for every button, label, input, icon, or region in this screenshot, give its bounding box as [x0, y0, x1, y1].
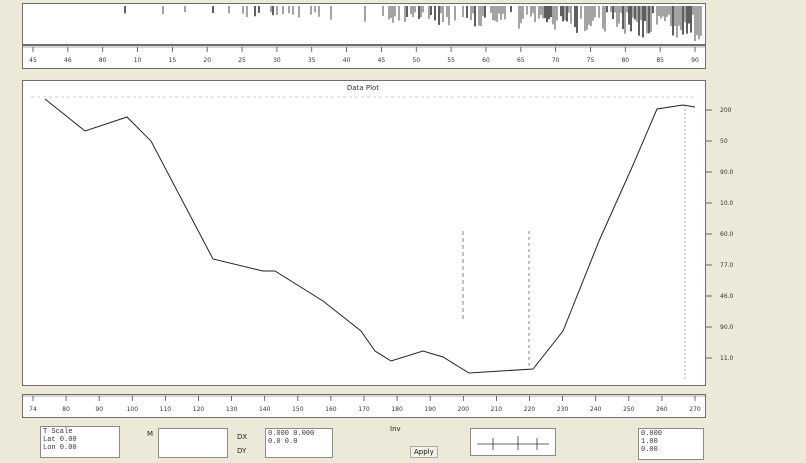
ruler-label: 20	[203, 57, 211, 64]
ruler-label: 260	[656, 406, 668, 413]
mini-graph	[477, 436, 549, 450]
waveform-graphic	[124, 6, 702, 41]
apply-button[interactable]: Apply	[410, 446, 438, 458]
ruler-label: 80	[62, 406, 70, 413]
ruler-label: 100	[127, 406, 139, 413]
ruler-label: 35	[308, 57, 316, 64]
bottom-ruler-ticks: 74 80 90 100 110 120 130 140 150 160 170 180 190 200 2…	[23, 395, 705, 413]
scale-label: 90.0	[720, 169, 734, 176]
top-ruler: 45 46 80 10 15 20 25 30 35 40 45 50 55 60 65 70 75 80 85 90	[22, 45, 706, 69]
info-left-line1: Lat 0.00	[43, 436, 77, 444]
ruler-label: 220	[524, 406, 536, 413]
dx-label: DX	[237, 433, 248, 441]
ruler-label: 200	[458, 406, 470, 413]
info-right-line1: 0.000	[641, 430, 663, 438]
scale-label: 10.0	[720, 200, 734, 207]
ruler-label: 90	[691, 57, 699, 64]
ruler-label: 30	[273, 57, 281, 64]
ruler-label: 25	[238, 57, 246, 64]
waveform-strip[interactable]	[22, 3, 706, 45]
ruler-label: 210	[491, 406, 503, 413]
ruler-label: 90	[95, 406, 103, 413]
dxdy-field[interactable]: 0.000 0.000 0.0 0.0	[265, 428, 333, 458]
mid-caption: Inv	[390, 425, 401, 433]
ruler-label: 150	[292, 406, 304, 413]
scale-label: 50	[720, 138, 728, 145]
ruler-label: 240	[590, 406, 602, 413]
mini-graph-field[interactable]	[470, 428, 556, 456]
bottom-ruler: 74 80 90 100 110 120 130 140 150 160 170 180 190 200 2…	[22, 394, 706, 418]
info-left-field[interactable]: T Scale Lat 0.00 Lon 0.00	[40, 426, 120, 458]
info-left-line2: Lon 0.00	[43, 444, 77, 452]
scale-label: 200	[720, 107, 732, 114]
ruler-label: 15	[169, 57, 177, 64]
ruler-label: 250	[623, 406, 635, 413]
ruler-label: 40	[343, 57, 351, 64]
ruler-label: 130	[226, 406, 238, 413]
ruler-label: 75	[587, 57, 595, 64]
scale-label: 77.0	[720, 262, 734, 269]
scale-label: 90.0	[720, 324, 734, 331]
ruler-label: 180	[391, 406, 403, 413]
ruler-label: 230	[557, 406, 569, 413]
ruler-label: 120	[193, 406, 205, 413]
ruler-label: 190	[424, 406, 436, 413]
ruler-label: 65	[517, 57, 525, 64]
ruler-label: 50	[412, 57, 420, 64]
info-right-line2: 1.00	[641, 438, 658, 446]
right-scale-labels: 200 50 90.0 10.0 60.0 77.0 46.0 90.0 11.0	[706, 107, 734, 362]
top-ruler-ticks: 45 46 80 10 15 20 25 30 35 40 45 50 55 60 65 70 75 80 85 90	[23, 46, 705, 64]
marker-label: M	[147, 430, 154, 438]
dy-value: 0.0 0.0	[268, 438, 298, 446]
ruler-label: 60	[482, 57, 490, 64]
ruler-label: 170	[358, 406, 370, 413]
scale-label: 46.0	[720, 293, 734, 300]
ruler-label: 45	[29, 57, 37, 64]
info-left-box: T Scale Lat 0.00 Lon 0.00	[40, 424, 126, 460]
ruler-label: 160	[325, 406, 337, 413]
right-scale-panel: 200 50 90.0 10.0 60.0 77.0 46.0 90.0 11.0	[706, 80, 806, 386]
marker-field[interactable]	[158, 428, 228, 458]
plot-area[interactable]: Data Plot	[22, 80, 706, 386]
info-right-line3: 0.00	[641, 446, 658, 454]
plot-curve	[44, 98, 696, 374]
dy-label: DY	[237, 447, 247, 455]
plot-title: Data Plot	[347, 84, 379, 92]
scale-label: 11.0	[720, 355, 734, 362]
ruler-label: 70	[552, 57, 560, 64]
ruler-label: 110	[160, 406, 172, 413]
ruler-label: 140	[259, 406, 271, 413]
scale-label: 60.0	[720, 231, 734, 238]
ruler-label: 80	[621, 57, 629, 64]
info-left-title: T Scale	[43, 428, 73, 436]
ruler-label: 45	[378, 57, 386, 64]
ruler-label: 85	[656, 57, 664, 64]
ruler-label: 80	[99, 57, 107, 64]
ruler-label: 10	[134, 57, 142, 64]
dx-value: 0.000 0.000	[268, 430, 315, 438]
info-right-field[interactable]: 0.000 1.00 0.00	[638, 428, 704, 460]
ruler-label: 74	[29, 406, 37, 413]
ruler-label: 270	[689, 406, 701, 413]
plot-graphic: Data Plot	[31, 84, 697, 381]
ruler-label: 46	[64, 57, 72, 64]
ruler-label: 55	[447, 57, 455, 64]
